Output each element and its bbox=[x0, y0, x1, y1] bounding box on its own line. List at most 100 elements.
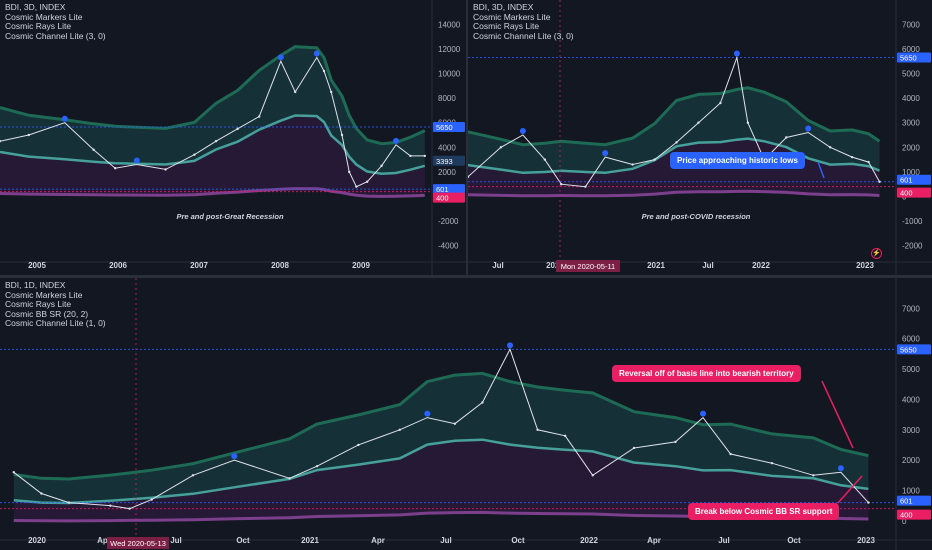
data-point[interactable] bbox=[837, 465, 844, 472]
legend-indicator[interactable]: Cosmic Channel Lite (1, 0) bbox=[5, 318, 106, 329]
legend-symbol[interactable]: BDI, 3D, INDEX bbox=[5, 2, 66, 12]
data-point[interactable] bbox=[812, 474, 815, 477]
legend-indicator[interactable]: Cosmic Channel Lite (3, 0) bbox=[5, 30, 106, 41]
data-point[interactable] bbox=[366, 180, 369, 183]
legend-indicator[interactable]: Cosmic Rays Lite bbox=[473, 21, 540, 32]
data-point[interactable] bbox=[40, 492, 43, 495]
data-point[interactable] bbox=[380, 164, 383, 167]
data-point[interactable] bbox=[330, 90, 333, 94]
data-point[interactable] bbox=[409, 154, 412, 158]
legend-indicator[interactable]: Cosmic Channel Lite (3, 0) bbox=[473, 30, 574, 41]
data-point[interactable] bbox=[12, 471, 15, 474]
data-point[interactable] bbox=[507, 342, 514, 349]
data-point[interactable] bbox=[499, 146, 503, 149]
data-point[interactable] bbox=[133, 157, 140, 164]
data-point[interactable] bbox=[398, 428, 401, 431]
legend-indicator[interactable]: Cosmic Rays Lite bbox=[5, 299, 72, 310]
callout-reversal[interactable]: Reversal off of basis line into bearish … bbox=[612, 365, 801, 382]
crosshair-label-box[interactable] bbox=[556, 260, 620, 272]
data-point[interactable] bbox=[746, 121, 750, 124]
data-point[interactable] bbox=[114, 167, 117, 170]
chart-canvas-bottom[interactable]: 7000 6000 5000 4000 3000 2000 1000 0 5650 601 400 2… bbox=[0, 278, 932, 550]
data-point[interactable] bbox=[631, 163, 634, 166]
data-point[interactable] bbox=[214, 139, 218, 143]
data-point[interactable] bbox=[322, 69, 326, 73]
price-tag-box[interactable] bbox=[897, 344, 931, 355]
lightning-icon[interactable]: ⚡ bbox=[871, 248, 882, 259]
pane-divider-horizontal[interactable] bbox=[0, 275, 932, 278]
data-point[interactable] bbox=[67, 501, 71, 504]
price-tag-box[interactable] bbox=[897, 52, 931, 63]
data-point[interactable] bbox=[191, 474, 195, 477]
data-point[interactable] bbox=[828, 146, 832, 149]
data-point[interactable] bbox=[519, 128, 526, 134]
data-point[interactable] bbox=[675, 141, 678, 144]
price-tag-box[interactable] bbox=[433, 155, 465, 166]
price-tag-box[interactable] bbox=[897, 495, 931, 506]
data-point[interactable] bbox=[602, 150, 609, 157]
data-point[interactable] bbox=[867, 160, 870, 164]
data-point[interactable] bbox=[719, 101, 722, 105]
data-point[interactable] bbox=[231, 453, 238, 460]
data-point[interactable] bbox=[92, 148, 95, 151]
data-point[interactable] bbox=[481, 401, 484, 404]
data-point[interactable] bbox=[0, 139, 2, 143]
data-point[interactable] bbox=[164, 168, 167, 171]
data-point[interactable] bbox=[785, 136, 788, 139]
data-point[interactable] bbox=[560, 183, 563, 186]
data-point[interactable] bbox=[653, 158, 656, 161]
chart-canvas-top-left[interactable]: 14000120001000080006000400020000-2000-40… bbox=[0, 0, 466, 275]
price-tag-box[interactable] bbox=[897, 187, 931, 198]
data-point[interactable] bbox=[348, 170, 351, 174]
data-point[interactable] bbox=[355, 185, 358, 188]
data-point[interactable] bbox=[340, 133, 344, 137]
data-point[interactable] bbox=[258, 115, 261, 118]
legend-indicator[interactable]: Cosmic Markers Lite bbox=[473, 11, 551, 22]
pane-divider-vertical[interactable] bbox=[466, 0, 468, 275]
callout-historic-lows[interactable]: Price approaching historic lows bbox=[670, 152, 805, 169]
legend-indicator[interactable]: Cosmic Markers Lite bbox=[5, 289, 83, 300]
data-point[interactable] bbox=[563, 434, 567, 438]
chart-pane-top-right[interactable]: 70006000500040003000200010000-1000-20005… bbox=[468, 0, 932, 275]
legend-symbol[interactable]: BDI, 1D, INDEX bbox=[5, 280, 66, 290]
legend-symbol[interactable]: BDI, 3D, INDEX bbox=[473, 2, 534, 12]
data-point[interactable] bbox=[878, 180, 881, 183]
data-point[interactable] bbox=[150, 498, 153, 501]
legend-indicator[interactable]: Cosmic BB SR (20, 2) bbox=[5, 308, 89, 319]
data-point[interactable] bbox=[584, 185, 587, 188]
crosshair-label-box[interactable] bbox=[107, 537, 169, 549]
data-point[interactable] bbox=[770, 461, 774, 465]
data-point[interactable] bbox=[423, 154, 426, 158]
data-point[interactable] bbox=[468, 175, 470, 179]
price-tag-box[interactable] bbox=[433, 184, 465, 195]
data-point[interactable] bbox=[27, 133, 30, 137]
data-point[interactable] bbox=[729, 452, 732, 456]
data-point[interactable] bbox=[632, 446, 636, 450]
data-point[interactable] bbox=[543, 158, 547, 161]
price-tag-box[interactable] bbox=[433, 192, 465, 203]
data-point[interactable] bbox=[288, 477, 291, 480]
data-point[interactable] bbox=[591, 474, 594, 477]
data-point[interactable] bbox=[674, 440, 677, 444]
data-point[interactable] bbox=[193, 153, 196, 156]
callout-break-support[interactable]: Break below Cosmic BB SR support bbox=[688, 503, 840, 520]
data-point[interactable] bbox=[453, 422, 457, 425]
data-point[interactable] bbox=[733, 50, 740, 57]
price-tag-box[interactable] bbox=[897, 174, 931, 185]
price-tag-box[interactable] bbox=[897, 509, 931, 520]
data-point[interactable] bbox=[697, 121, 700, 124]
data-point[interactable] bbox=[357, 443, 360, 447]
data-point[interactable] bbox=[313, 50, 320, 57]
chart-pane-bottom[interactable]: 7000 6000 5000 4000 3000 2000 1000 0 5650 601 400 2… bbox=[0, 278, 932, 550]
data-point[interactable] bbox=[393, 137, 399, 144]
chart-pane-top-left[interactable]: 14000120001000080006000400020000-2000-40… bbox=[0, 0, 466, 275]
data-point[interactable] bbox=[61, 115, 68, 122]
data-point[interactable] bbox=[805, 125, 812, 132]
data-point[interactable] bbox=[850, 155, 854, 159]
price-tag-box[interactable] bbox=[433, 122, 465, 133]
data-point[interactable] bbox=[236, 127, 239, 131]
data-point[interactable] bbox=[315, 464, 319, 468]
data-point[interactable] bbox=[536, 428, 539, 431]
data-point[interactable] bbox=[128, 507, 131, 510]
legend-indicator[interactable]: Cosmic Rays Lite bbox=[5, 21, 72, 32]
